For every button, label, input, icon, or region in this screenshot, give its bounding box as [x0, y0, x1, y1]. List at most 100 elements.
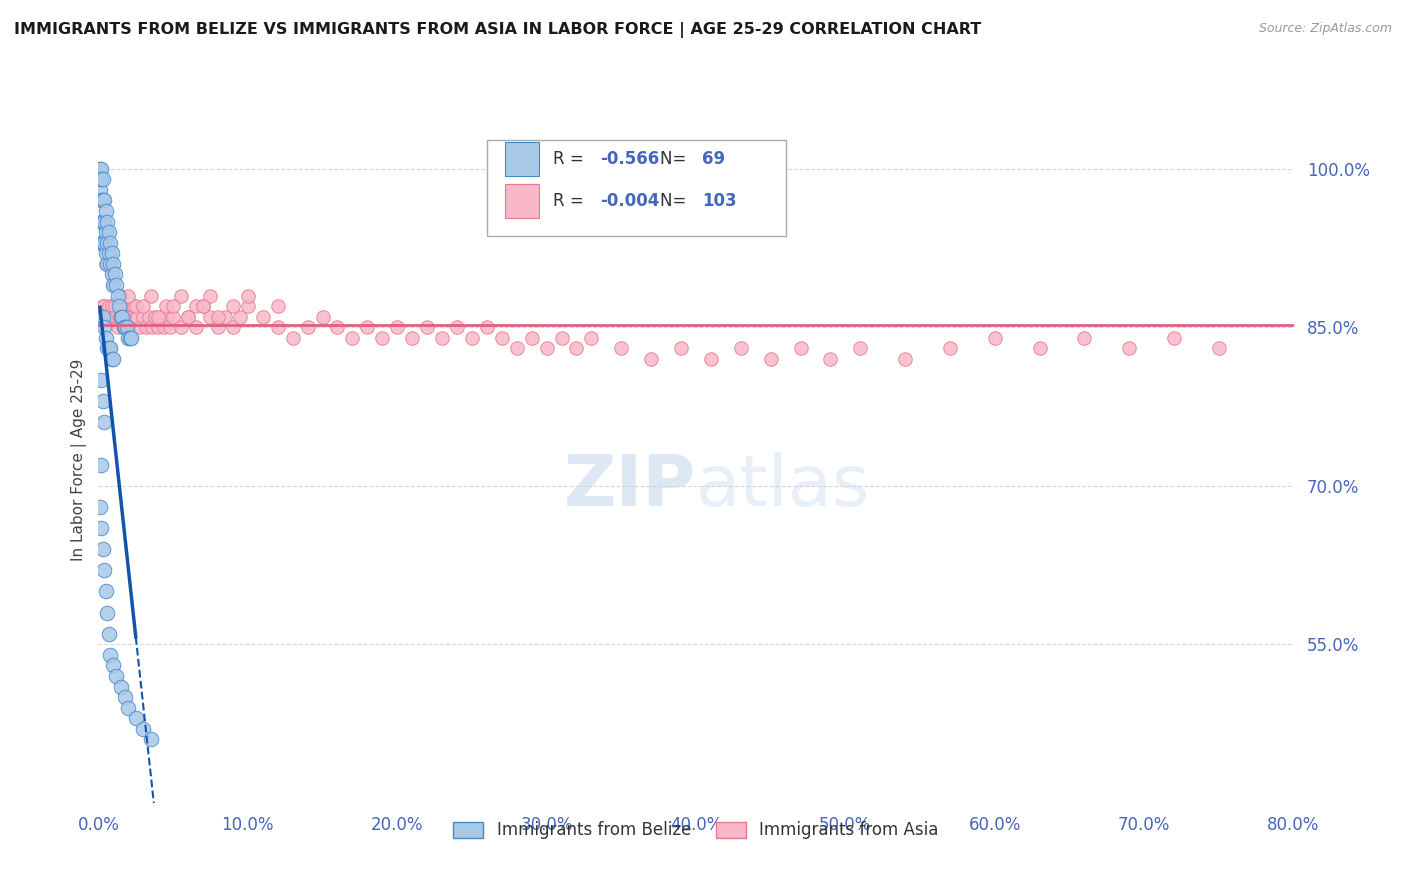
Point — [108, 299, 131, 313]
Point — [94, 246, 117, 260]
Point — [125, 711, 148, 725]
Point — [89, 183, 111, 197]
Point — [184, 299, 207, 313]
Point — [200, 288, 222, 302]
Point — [115, 320, 138, 334]
Legend: Immigrants from Belize, Immigrants from Asia: Immigrants from Belize, Immigrants from … — [447, 814, 945, 846]
Point — [101, 246, 124, 260]
Text: Source: ZipAtlas.com: Source: ZipAtlas.com — [1258, 22, 1392, 36]
Point — [89, 172, 111, 186]
Point — [759, 351, 782, 366]
Point — [371, 331, 394, 345]
Point — [229, 310, 252, 324]
Point — [94, 310, 117, 324]
Point — [115, 320, 138, 334]
Point — [191, 299, 214, 313]
Point — [1208, 342, 1230, 356]
Point — [98, 257, 122, 271]
Point — [124, 299, 146, 313]
Point — [461, 331, 484, 345]
Point — [93, 235, 115, 250]
Point — [117, 700, 139, 714]
Point — [91, 172, 114, 186]
Point — [90, 194, 112, 208]
Point — [141, 320, 163, 334]
Point — [177, 310, 200, 324]
Text: N=: N= — [661, 150, 692, 169]
Point — [101, 351, 124, 366]
Point — [93, 320, 115, 334]
Point — [155, 299, 177, 313]
Point — [640, 351, 662, 366]
Point — [536, 342, 558, 356]
Point — [1073, 331, 1095, 345]
Point — [169, 288, 191, 302]
Point — [91, 235, 114, 250]
Point — [356, 320, 378, 334]
Point — [110, 310, 132, 324]
Point — [581, 331, 603, 345]
Point — [97, 342, 120, 356]
Point — [730, 342, 752, 356]
Point — [162, 310, 184, 324]
Point — [93, 214, 115, 228]
Point — [111, 310, 134, 324]
Point — [156, 310, 179, 324]
Point — [96, 214, 118, 228]
Point — [267, 299, 290, 313]
FancyBboxPatch shape — [505, 185, 540, 218]
Point — [105, 310, 128, 324]
Point — [132, 310, 155, 324]
Point — [90, 373, 112, 387]
Point — [610, 342, 633, 356]
Point — [236, 288, 259, 302]
Point — [148, 320, 170, 334]
Point — [1028, 342, 1050, 356]
Point — [520, 331, 543, 345]
Point — [97, 246, 120, 260]
Text: IMMIGRANTS FROM BELIZE VS IMMIGRANTS FROM ASIA IN LABOR FORCE | AGE 25-29 CORREL: IMMIGRANTS FROM BELIZE VS IMMIGRANTS FRO… — [14, 22, 981, 38]
Point — [93, 416, 115, 430]
Point — [98, 648, 122, 662]
Point — [114, 690, 136, 705]
Point — [200, 310, 222, 324]
Point — [96, 606, 118, 620]
Point — [506, 342, 529, 356]
Point — [236, 299, 259, 313]
Point — [191, 299, 214, 313]
Point — [110, 299, 132, 313]
Point — [110, 680, 132, 694]
FancyBboxPatch shape — [486, 140, 786, 236]
Point — [105, 669, 128, 683]
Point — [475, 320, 498, 334]
Point — [94, 257, 117, 271]
Point — [108, 310, 131, 324]
Point — [120, 331, 142, 345]
Point — [1118, 342, 1140, 356]
Point — [267, 320, 290, 334]
Point — [129, 320, 152, 334]
Point — [326, 320, 349, 334]
Point — [385, 320, 409, 334]
Point — [127, 310, 149, 324]
Point — [118, 331, 141, 345]
Point — [90, 172, 112, 186]
Point — [107, 320, 129, 334]
Point — [222, 299, 245, 313]
Point — [110, 288, 132, 302]
Text: -0.004: -0.004 — [600, 192, 659, 211]
Point — [132, 722, 155, 736]
Point — [117, 331, 139, 345]
Point — [94, 225, 117, 239]
Point — [93, 299, 115, 313]
Point — [89, 500, 111, 514]
Point — [97, 626, 120, 640]
Point — [89, 161, 111, 176]
Point — [90, 214, 112, 228]
Point — [91, 214, 114, 228]
Point — [939, 342, 962, 356]
Point — [159, 320, 181, 334]
Point — [96, 342, 118, 356]
Point — [93, 563, 115, 577]
Point — [103, 278, 125, 293]
